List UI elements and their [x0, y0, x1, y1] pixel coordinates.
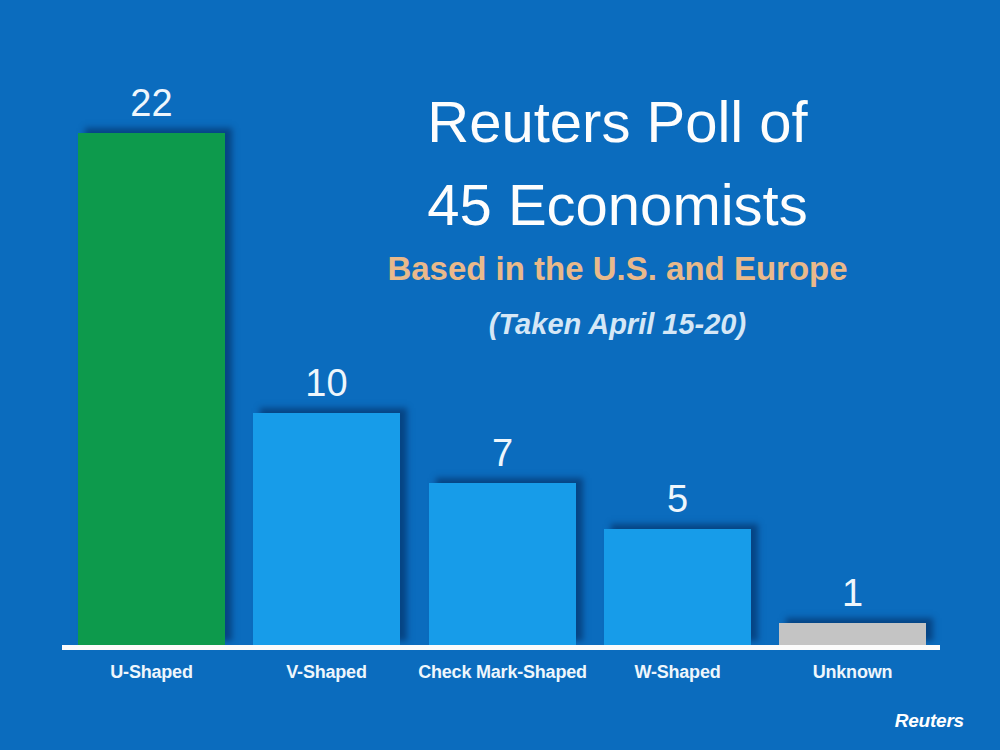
chart-subtitle: Based in the U.S. and Europe — [335, 250, 900, 288]
chart-note: (Taken April 15-20) — [335, 308, 900, 341]
bar-value-label: 1 — [779, 572, 926, 615]
bar-check-mark-shaped — [429, 483, 576, 646]
bar-u-shaped — [78, 133, 225, 646]
bar-unknown — [779, 623, 926, 646]
bar-value-label: 10 — [253, 362, 400, 405]
bar-value-label: 7 — [429, 432, 576, 475]
slide: Reuters Poll of 45 Economists Based in t… — [0, 0, 1000, 750]
bar-value-label: 5 — [604, 478, 751, 521]
bar-v-shaped — [253, 413, 400, 646]
chart-title: Reuters Poll of 45 Economists — [335, 80, 900, 246]
bar-w-shaped — [604, 529, 751, 646]
x-axis-baseline — [62, 645, 940, 650]
chart-title-line-1: Reuters Poll of — [335, 80, 900, 163]
chart-title-line-2: 45 Economists — [335, 163, 900, 246]
source-credit: Reuters — [895, 710, 964, 732]
bar-category-label: Unknown — [743, 662, 963, 683]
bar-value-label: 22 — [78, 82, 225, 125]
